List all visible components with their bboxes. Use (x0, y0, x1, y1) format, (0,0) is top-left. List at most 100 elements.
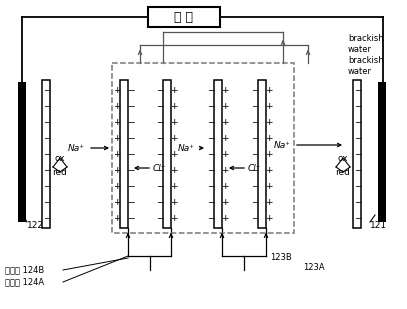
Text: +: + (170, 181, 178, 191)
Text: +: + (170, 101, 178, 111)
Text: +: + (170, 86, 178, 95)
Text: −: − (251, 214, 259, 222)
Text: −: − (354, 166, 362, 175)
Text: red: red (335, 167, 350, 176)
Text: −: − (251, 101, 259, 111)
Text: −: − (207, 133, 215, 142)
Text: +: + (265, 166, 273, 175)
Text: −: − (43, 214, 51, 222)
Text: −: − (43, 86, 51, 95)
Bar (353, 80, 361, 228)
Text: +: + (113, 166, 121, 175)
Bar (378, 82, 386, 222)
Text: −: − (251, 197, 259, 206)
Text: +: + (170, 133, 178, 142)
Text: +: + (265, 214, 273, 222)
Text: −: − (156, 86, 164, 95)
Text: Na⁺: Na⁺ (178, 143, 195, 153)
Text: +: + (170, 197, 178, 206)
Bar (214, 80, 222, 228)
Text: +: + (265, 86, 273, 95)
Text: −: − (127, 117, 135, 126)
Text: −: − (43, 117, 51, 126)
Text: −: − (251, 133, 259, 142)
Text: −: − (251, 117, 259, 126)
Bar (18, 82, 26, 222)
Text: −: − (207, 166, 215, 175)
Text: 121: 121 (370, 221, 387, 230)
Text: +: + (221, 197, 229, 206)
Text: −: − (127, 150, 135, 159)
Text: +: + (113, 117, 121, 126)
Text: +: + (113, 197, 121, 206)
Text: brackish: brackish (348, 56, 384, 65)
Text: Na⁺: Na⁺ (274, 141, 291, 150)
Text: −: − (127, 214, 135, 222)
Text: −: − (156, 117, 164, 126)
Text: water: water (348, 66, 372, 75)
Text: −: − (43, 101, 51, 111)
Text: Na⁺: Na⁺ (68, 143, 85, 153)
Text: −: − (156, 150, 164, 159)
Bar (163, 80, 171, 228)
Text: −: − (207, 181, 215, 191)
Text: −: − (127, 86, 135, 95)
Text: +: + (221, 101, 229, 111)
Text: +: + (265, 197, 273, 206)
Text: −: − (43, 133, 51, 142)
Text: −: − (127, 166, 135, 175)
Text: −: − (207, 101, 215, 111)
Text: −: − (251, 166, 259, 175)
Text: +: + (265, 101, 273, 111)
Text: +: + (221, 150, 229, 159)
Text: +: + (113, 214, 121, 222)
Text: −: − (354, 150, 362, 159)
Text: −: − (156, 133, 164, 142)
Text: 淡盐室 124A: 淡盐室 124A (5, 277, 44, 286)
Text: +: + (265, 117, 273, 126)
Text: +: + (170, 150, 178, 159)
Text: −: − (251, 150, 259, 159)
Text: −: − (354, 197, 362, 206)
Text: 123B: 123B (270, 253, 292, 263)
Text: +: + (221, 214, 229, 222)
Text: ox: ox (338, 154, 348, 163)
Text: +: + (170, 166, 178, 175)
Text: 负 载: 负 载 (175, 11, 193, 23)
Text: −: − (354, 214, 362, 222)
Text: −: − (207, 117, 215, 126)
Text: +: + (113, 181, 121, 191)
Text: +: + (265, 150, 273, 159)
Text: −: − (127, 197, 135, 206)
Text: +: + (265, 133, 273, 142)
Bar (120, 80, 128, 228)
Text: −: − (207, 214, 215, 222)
Text: −: − (127, 101, 135, 111)
Text: −: − (127, 181, 135, 191)
Text: −: − (43, 197, 51, 206)
Text: −: − (354, 133, 362, 142)
Text: +: + (221, 117, 229, 126)
Text: water: water (348, 44, 372, 53)
Text: −: − (354, 101, 362, 111)
Text: −: − (156, 197, 164, 206)
Bar (112, 63, 294, 233)
Text: +: + (221, 181, 229, 191)
Text: −: − (156, 181, 164, 191)
Text: +: + (265, 181, 273, 191)
Text: −: − (207, 150, 215, 159)
Text: −: − (207, 197, 215, 206)
Text: −: − (354, 117, 362, 126)
Text: +: + (113, 101, 121, 111)
Text: −: − (43, 166, 51, 175)
Text: −: − (354, 86, 362, 95)
Text: Cl⁻: Cl⁻ (153, 163, 166, 172)
Text: +: + (113, 133, 121, 142)
Text: +: + (170, 214, 178, 222)
Text: +: + (221, 133, 229, 142)
Text: −: − (156, 214, 164, 222)
Text: −: − (127, 133, 135, 142)
Text: −: − (251, 86, 259, 95)
Text: −: − (43, 150, 51, 159)
Text: −: − (156, 101, 164, 111)
